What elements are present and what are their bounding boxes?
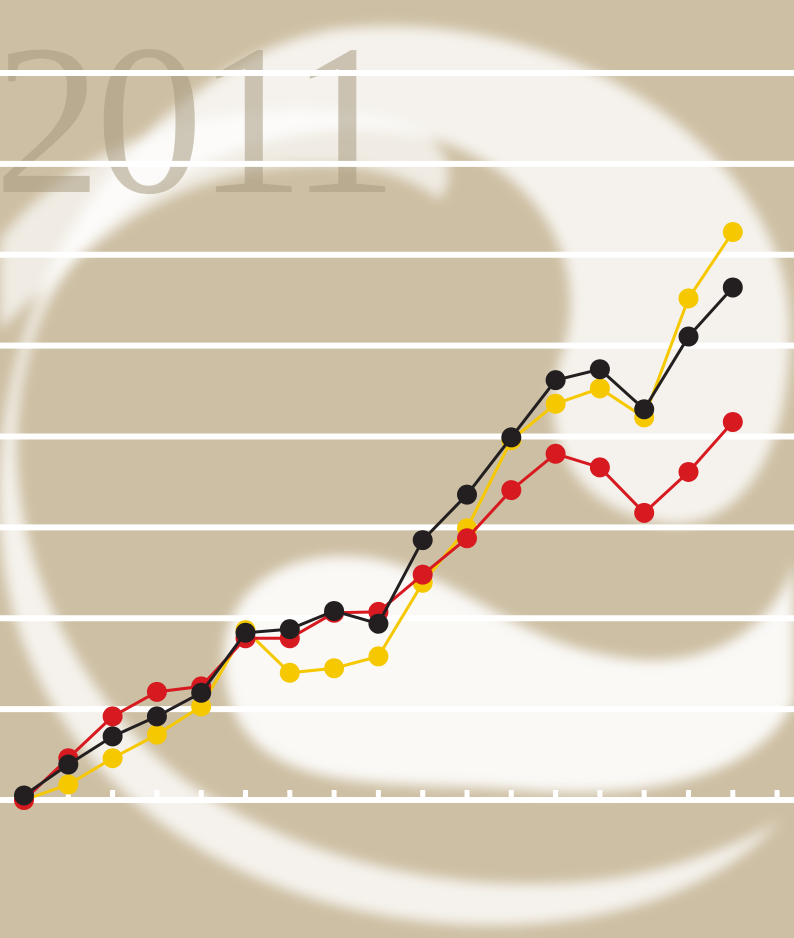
data-point <box>545 443 566 464</box>
data-point <box>501 427 522 448</box>
data-point <box>678 461 699 482</box>
data-point <box>545 393 566 414</box>
data-point <box>589 378 610 399</box>
data-point <box>678 288 699 309</box>
data-point <box>279 619 300 640</box>
data-point <box>102 726 123 747</box>
data-point <box>324 658 345 679</box>
data-point <box>58 754 79 775</box>
data-point <box>191 682 212 703</box>
plot-area <box>14 222 743 810</box>
data-point <box>722 277 743 298</box>
data-point <box>368 613 389 634</box>
data-point <box>678 326 699 347</box>
data-point <box>146 681 167 702</box>
data-point <box>722 222 743 243</box>
data-point <box>634 399 655 420</box>
data-point <box>501 480 522 501</box>
data-point <box>279 662 300 683</box>
data-point <box>235 622 256 643</box>
data-point <box>457 528 477 549</box>
x-ticks <box>65 790 780 800</box>
data-point <box>412 530 433 551</box>
data-point <box>146 706 167 727</box>
data-point <box>412 564 433 585</box>
data-point <box>102 706 123 727</box>
data-point <box>102 748 123 769</box>
data-point <box>146 724 167 745</box>
grid <box>0 70 794 803</box>
chart-title: 2011 <box>0 0 392 239</box>
data-point <box>589 359 610 380</box>
data-point <box>457 484 477 505</box>
data-point <box>634 502 655 523</box>
data-point <box>324 600 345 621</box>
data-point <box>722 411 743 432</box>
data-point <box>368 646 389 667</box>
data-point <box>589 457 610 478</box>
data-point <box>545 370 566 391</box>
data-point <box>58 774 79 795</box>
data-point <box>14 785 34 806</box>
